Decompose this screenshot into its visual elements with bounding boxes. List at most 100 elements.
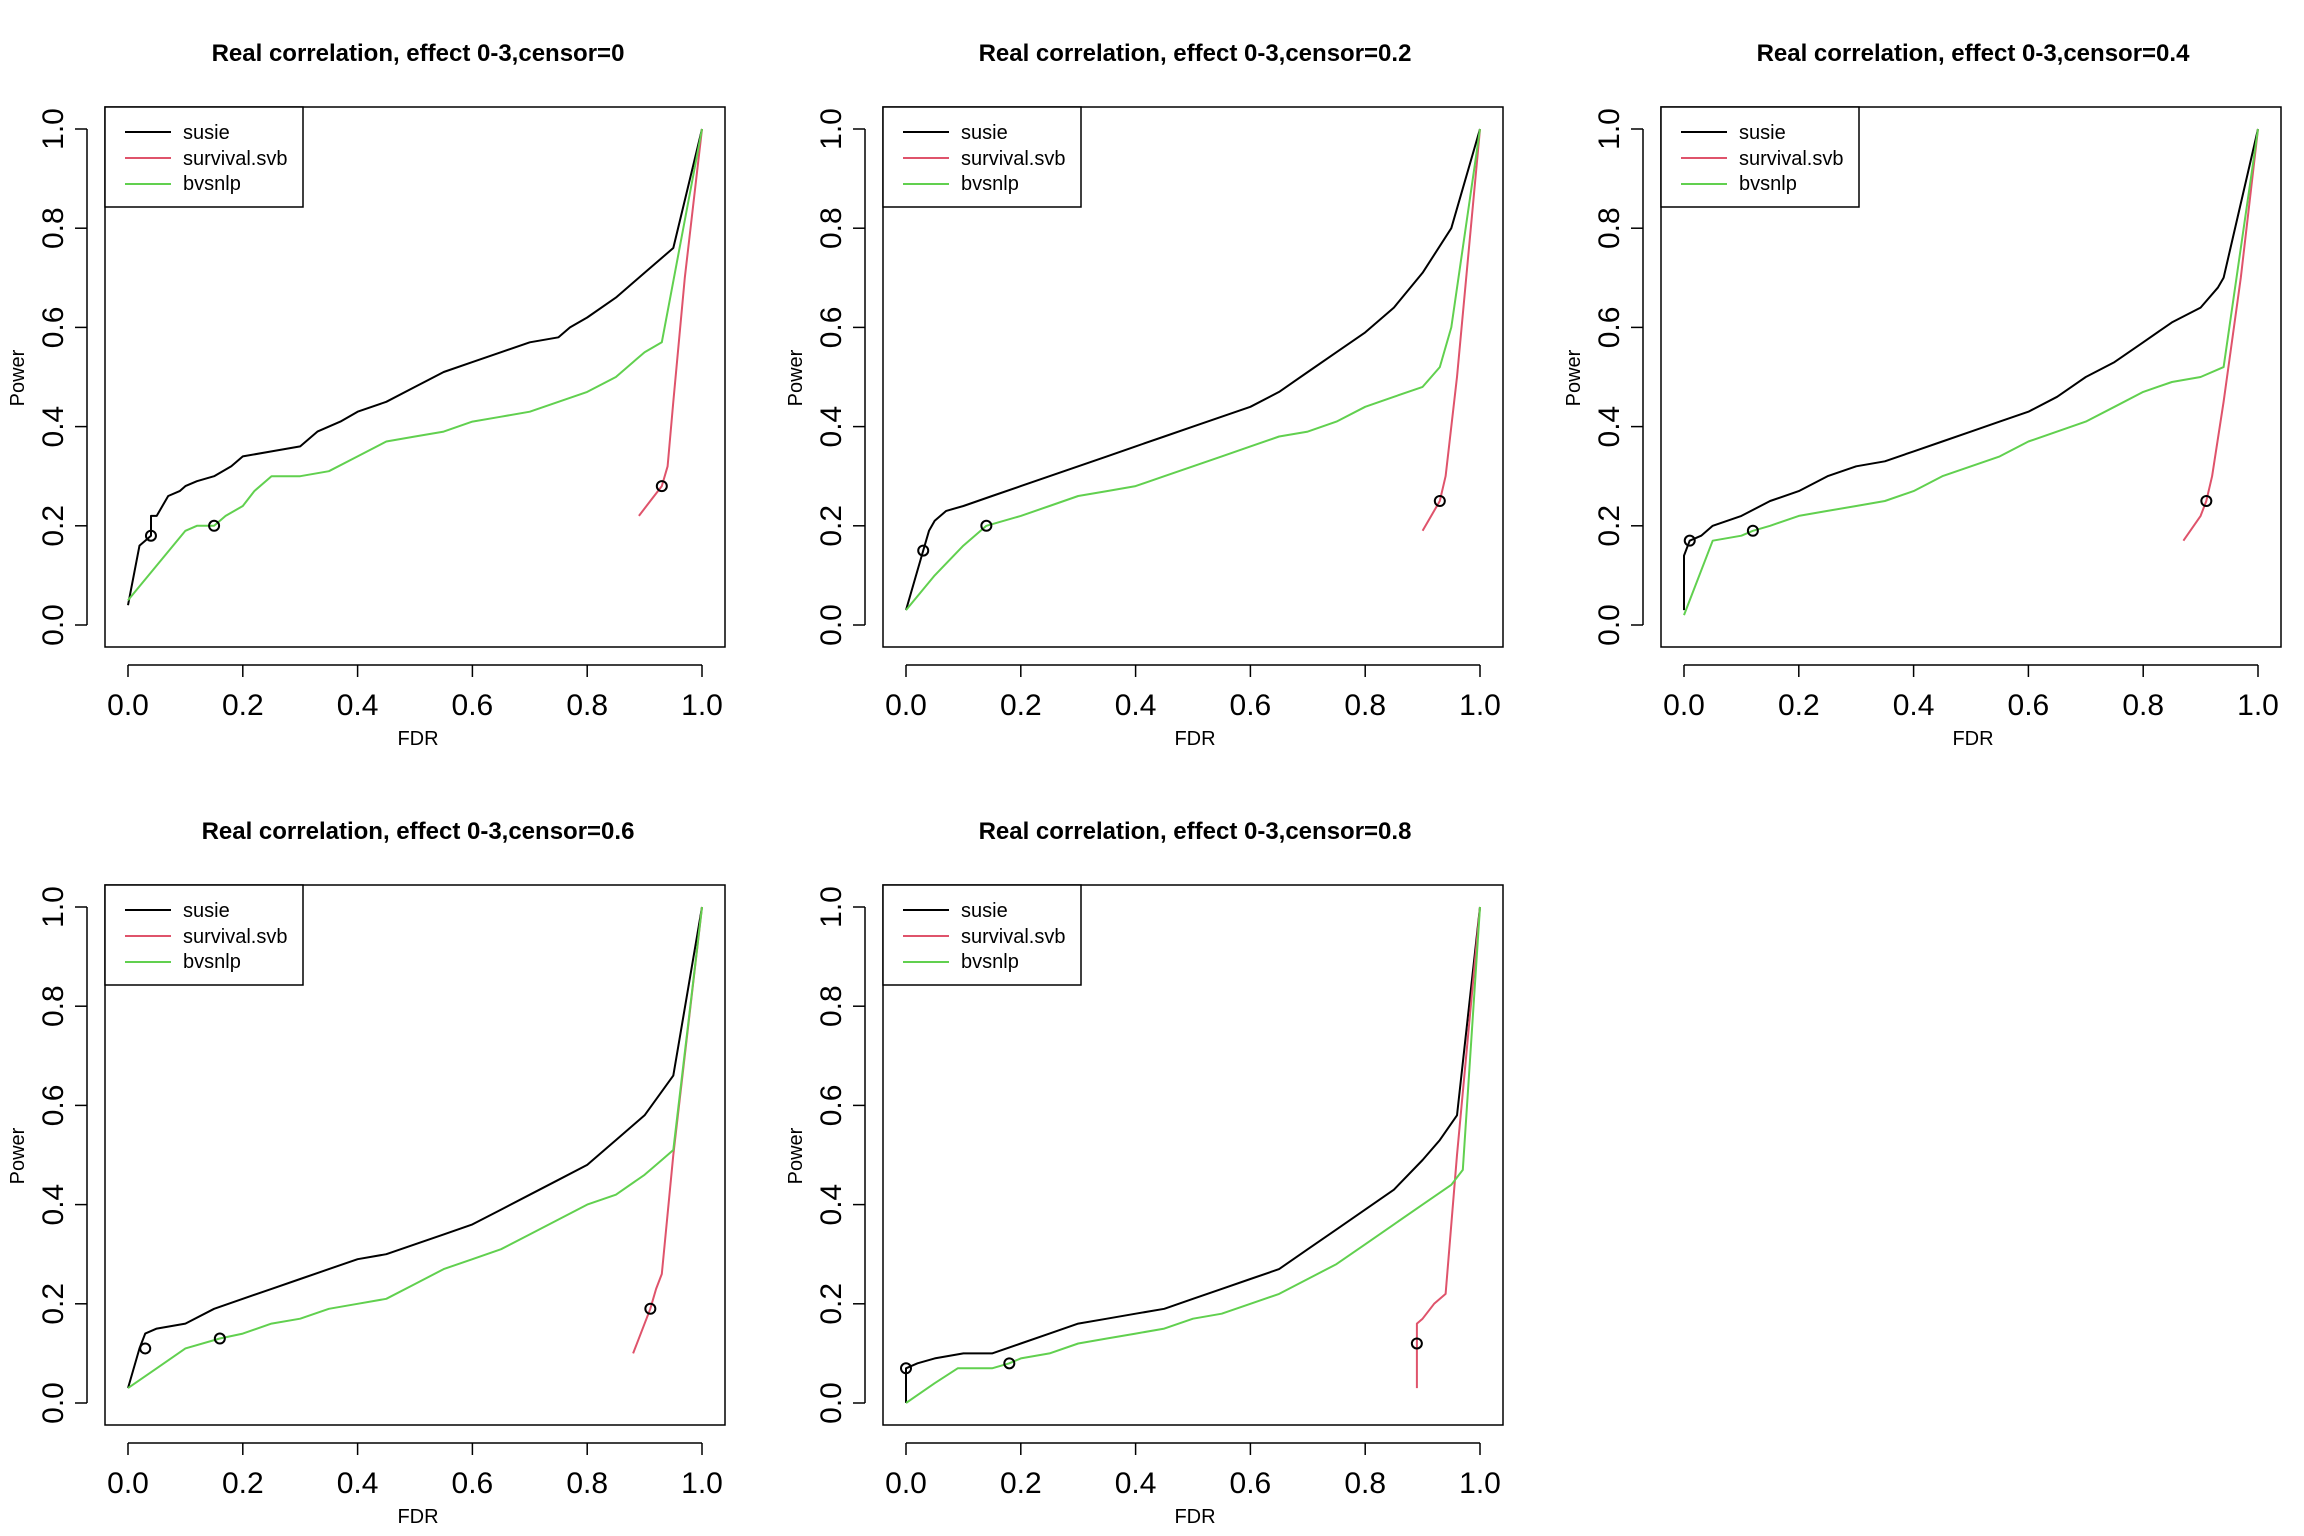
x-tick-label: 0.4 [337,689,379,722]
y-tick-label: 0.4 [37,406,70,448]
x-tick-label: 0.2 [222,1467,264,1500]
series-line-bvsnlp [1683,128,2259,616]
x-axis: 0.0 0.2 0.4 0.6 0.8 1.0 [885,664,1501,722]
legend-label-survival-svb: survival.svb [183,148,287,170]
x-tick-label: 1.0 [681,689,723,722]
legend [882,884,1082,986]
x-tick-label: 0.8 [1344,1467,1386,1500]
series-line-susie [1683,128,2259,611]
y-tick-label: 0.4 [37,1184,70,1226]
x-tick-label: 0.0 [1663,689,1705,722]
x-tick-label: 0.8 [566,689,608,722]
y-tick-label: 1.0 [1593,108,1626,150]
x-tick-label: 0.4 [1115,689,1157,722]
legend-label-bvsnlp: bvsnlp [183,173,241,195]
legend-label-survival-svb: survival.svb [1739,148,1843,170]
y-tick-label: 0.2 [37,505,70,547]
chart-title: Real correlation, effect 0-3,censor=0.6 [202,818,635,845]
y-tick-label: 0.4 [815,406,848,448]
legend-label-bvsnlp: bvsnlp [1739,173,1797,195]
x-tick-label: 0.8 [2122,689,2164,722]
x-axis-label: FDR [397,1506,438,1528]
y-axis: 0.0 0.2 0.4 0.6 0.8 1.0 [815,886,866,1424]
marker-susie [900,1362,912,1375]
x-tick-label: 0.6 [1230,689,1272,722]
x-tick-label: 0.2 [1778,689,1820,722]
y-tick-label: 0.8 [37,985,70,1027]
y-axis-label: Power [785,1127,807,1184]
x-tick-label: 0.6 [452,1467,494,1500]
marker-bvsnlp [213,1332,226,1345]
legend [104,884,304,986]
y-tick-label: 0.4 [815,1184,848,1226]
marker-survival-svb [655,480,668,493]
chart-panel-censor-0.4: Real correlation, effect 0-3,censor=0.4 … [1563,40,2282,750]
legend-label-susie: susie [183,900,230,922]
y-axis: 0.0 0.2 0.4 0.6 0.8 1.0 [1593,108,1644,646]
y-tick-label: 0.6 [37,1085,70,1127]
legend-label-susie: susie [961,122,1008,144]
legend-label-susie: susie [1739,122,1786,144]
y-axis: 0.0 0.2 0.4 0.6 0.8 1.0 [37,108,88,646]
y-tick-label: 1.0 [37,108,70,150]
plot-frame [104,884,726,1426]
series-line-susie [127,128,703,606]
chart-panel-censor-0: Real correlation, effect 0-3,censor=0 FD… [7,40,726,750]
plot-frame [882,884,1504,1426]
series-line-survival-svb [2182,128,2259,542]
legend-label-bvsnlp: bvsnlp [183,951,241,973]
chart-title: Real correlation, effect 0-3,censor=0.8 [979,818,1412,845]
series-line-survival-svb [632,906,703,1354]
marker-susie [1683,534,1696,547]
y-tick-label: 0.0 [37,604,70,646]
chart-title: Real correlation, effect 0-3,censor=0.4 [1757,40,2191,67]
x-tick-label: 0.8 [1344,689,1386,722]
plot-frame [882,106,1504,648]
legend [1660,106,1860,208]
plot-frame [1660,106,2282,648]
y-tick-label: 0.0 [815,1382,848,1424]
y-tick-label: 0.2 [1593,505,1626,547]
y-tick-label: 0.2 [37,1283,70,1325]
legend-label-survival-svb: survival.svb [183,926,287,948]
marker-survival-svb [644,1302,657,1315]
x-axis: 0.0 0.2 0.4 0.6 0.8 1.0 [885,1442,1501,1500]
y-tick-label: 1.0 [37,886,70,928]
y-tick-label: 0.6 [815,307,848,349]
series-line-susie [905,906,1481,1403]
chart-title: Real correlation, effect 0-3,censor=0.2 [979,40,1412,67]
x-tick-label: 0.4 [1893,689,1935,722]
y-axis-label: Power [7,1127,29,1184]
y-tick-label: 0.0 [1593,604,1626,646]
marker-susie [917,544,930,557]
marker-susie [144,529,157,542]
series-line-bvsnlp [127,128,703,601]
legend-label-survival-svb: survival.svb [961,926,1065,948]
y-tick-label: 0.6 [1593,307,1626,349]
x-tick-label: 0.2 [222,689,264,722]
x-tick-label: 1.0 [2237,689,2279,722]
x-axis: 0.0 0.2 0.4 0.6 0.8 1.0 [107,664,723,722]
marker-survival-svb [2200,495,2213,507]
y-tick-label: 0.6 [815,1085,848,1127]
y-tick-label: 0.2 [815,1283,848,1325]
y-axis-label: Power [1563,349,1585,406]
y-tick-label: 0.8 [1593,207,1626,249]
series-line-bvsnlp [905,128,1481,611]
x-axis-label: FDR [1174,728,1215,750]
x-tick-label: 1.0 [1459,1467,1501,1500]
y-tick-label: 0.2 [815,505,848,547]
legend-label-susie: susie [961,900,1008,922]
y-tick-label: 0.0 [815,604,848,646]
series-line-survival-svb [1415,906,1481,1389]
x-tick-label: 0.0 [885,689,927,722]
legend-box [1660,106,1860,208]
x-axis-label: FDR [397,728,438,750]
y-axis-label: Power [785,349,807,406]
marker-survival-svb [1410,1337,1423,1350]
x-tick-label: 0.2 [1000,689,1042,722]
y-tick-label: 0.8 [815,985,848,1027]
x-tick-label: 0.2 [1000,1467,1042,1500]
marker-survival-svb [1433,495,1446,507]
